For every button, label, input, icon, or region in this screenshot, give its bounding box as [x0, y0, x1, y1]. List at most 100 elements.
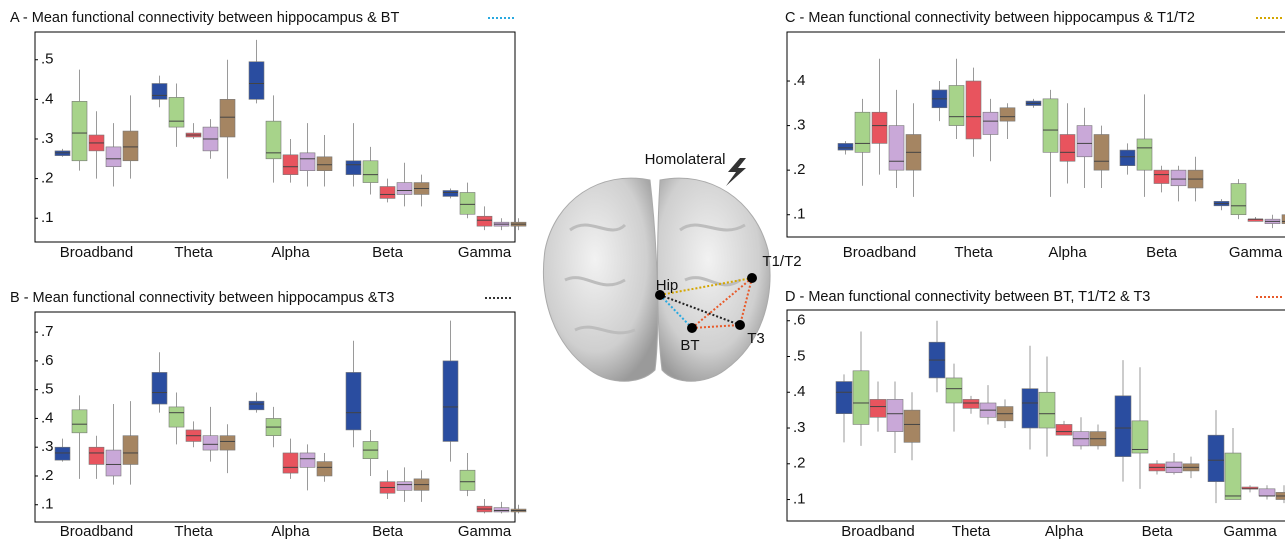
box [71, 101, 88, 162]
x-tick-label: Alpha [1048, 244, 1087, 261]
y-tick-label: .1 [793, 206, 806, 223]
box [1207, 434, 1225, 482]
box [88, 446, 105, 465]
box [345, 372, 362, 431]
box [282, 154, 299, 175]
x-tick-label: Gamma [1229, 244, 1283, 261]
node-label: BT [680, 337, 699, 354]
x-tick-label: Theta [952, 523, 991, 539]
y-tick-label: .4 [793, 72, 806, 89]
box [151, 372, 168, 405]
box [965, 80, 982, 140]
box [122, 435, 139, 465]
box [852, 370, 870, 425]
box [1281, 214, 1285, 224]
x-tick-label: Gamma [458, 523, 512, 539]
y-tick-label: .6 [41, 352, 54, 369]
box [1059, 134, 1076, 162]
box [396, 182, 413, 195]
x-tick-label: Beta [372, 244, 404, 261]
box [1230, 183, 1247, 216]
box [1093, 134, 1110, 171]
box [316, 156, 333, 171]
x-tick-label: Beta [372, 523, 404, 539]
y-tick-label: .6 [793, 312, 806, 329]
box [202, 435, 219, 451]
box [442, 190, 459, 197]
box [459, 192, 476, 215]
box [854, 111, 871, 153]
x-tick-label: Broadband [841, 523, 914, 539]
box [1136, 138, 1153, 171]
box [871, 111, 888, 144]
box [459, 469, 476, 491]
node-label: T1/T2 [762, 253, 801, 270]
box [1114, 395, 1132, 457]
box [1076, 125, 1093, 158]
box [345, 160, 362, 175]
y-tick-label: .5 [41, 51, 54, 68]
plot-frame [34, 31, 516, 243]
box [379, 186, 396, 199]
x-tick-label: Broadband [843, 244, 916, 261]
y-tick-label: .2 [41, 170, 54, 187]
box [1170, 169, 1187, 187]
box [1021, 388, 1039, 429]
y-tick-label: .3 [793, 419, 806, 436]
box [396, 481, 413, 491]
y-tick-label: .2 [41, 467, 54, 484]
x-tick-label: Broadband [60, 244, 133, 261]
chart-title: C - Mean functional connectivity between… [785, 10, 1195, 26]
box [869, 399, 887, 418]
node-label: Hip [656, 277, 679, 294]
box [962, 399, 980, 409]
y-tick-label: .7 [41, 323, 54, 340]
y-tick-label: .4 [793, 383, 806, 400]
box [299, 452, 316, 468]
box [168, 97, 185, 128]
y-tick-label: .5 [41, 381, 54, 398]
y-tick-label: .3 [41, 130, 54, 147]
plot-frame [786, 31, 1285, 238]
box [248, 400, 265, 411]
y-tick-label: .2 [793, 161, 806, 178]
chart-title: B - Mean functional connectivity between… [10, 290, 394, 306]
chart-title: D - Mean functional connectivity between… [785, 289, 1150, 305]
box [1119, 149, 1136, 166]
box [265, 120, 282, 160]
box [71, 409, 88, 434]
box [903, 409, 921, 443]
box [54, 446, 71, 461]
chart-title: A - Mean functional connectivity between… [10, 10, 399, 26]
box [982, 111, 999, 135]
brain-diagram: Homolateral Hip T1/T2 BT T3 [542, 151, 802, 382]
box [362, 160, 379, 183]
y-tick-label: .3 [41, 438, 54, 455]
x-tick-label: Theta [174, 244, 213, 261]
box [1055, 424, 1073, 436]
y-tick-label: .2 [793, 455, 806, 472]
y-tick-label: .4 [41, 90, 54, 107]
box [151, 83, 168, 100]
plot-frame [786, 309, 1285, 522]
x-tick-label: Gamma [1223, 523, 1277, 539]
box [168, 406, 185, 428]
x-tick-label: Alpha [1045, 523, 1084, 539]
x-tick-label: Broadband [60, 523, 133, 539]
y-tick-label: .5 [793, 347, 806, 364]
x-tick-label: Gamma [458, 244, 512, 261]
box [299, 152, 316, 171]
box [1038, 391, 1056, 429]
box [442, 360, 459, 442]
box [837, 143, 854, 151]
box [999, 107, 1016, 122]
x-tick-label: Theta [174, 523, 213, 539]
box [316, 461, 333, 477]
box [1131, 420, 1149, 454]
node-label: T3 [747, 330, 765, 347]
plot-frame [34, 311, 516, 523]
box [476, 215, 493, 227]
y-tick-label: .1 [41, 209, 54, 226]
x-tick-label: Beta [1142, 523, 1174, 539]
y-tick-label: .1 [793, 491, 806, 508]
